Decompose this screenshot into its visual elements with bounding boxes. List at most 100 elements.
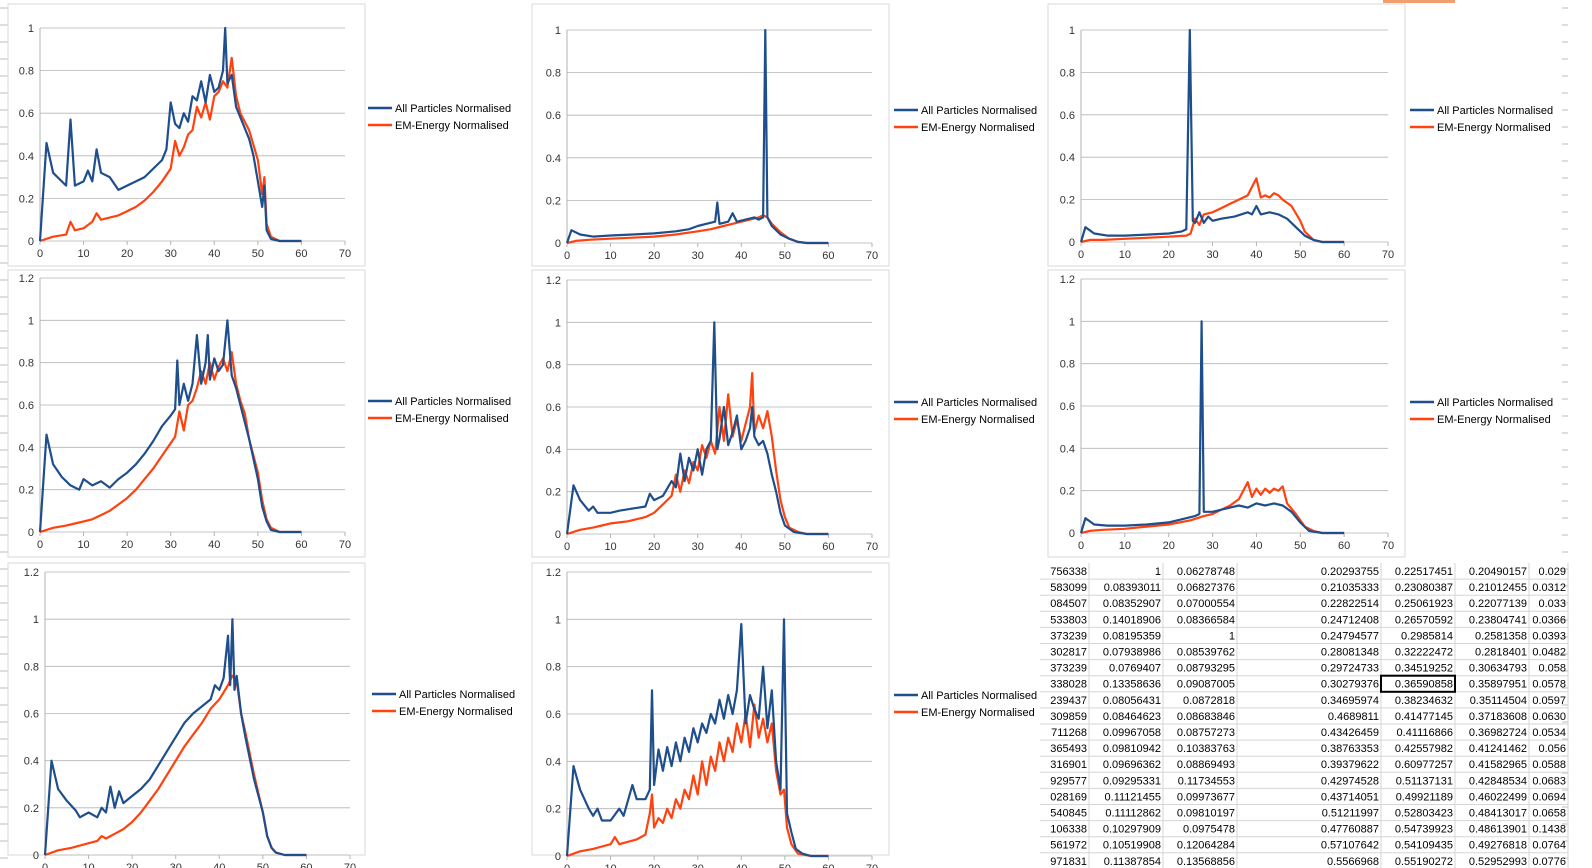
table-cell[interactable]: 0.55190272 bbox=[1395, 852, 1456, 868]
table-cell[interactable]: 316901 bbox=[1050, 756, 1090, 773]
table-cell[interactable]: 0.36590858 bbox=[1395, 675, 1456, 692]
table-cell[interactable]: 0.06278748 bbox=[1177, 563, 1238, 580]
table-cell[interactable]: 0.30279376 bbox=[1321, 675, 1382, 692]
table-cell[interactable]: 106338 bbox=[1050, 820, 1090, 837]
table-cell[interactable]: 0.41477145 bbox=[1395, 707, 1456, 724]
table-cell[interactable]: 0.06827376 bbox=[1177, 579, 1238, 596]
table-cell[interactable]: 0.36982724 bbox=[1469, 724, 1530, 741]
table-cell[interactable]: 0.37183608 bbox=[1469, 707, 1530, 724]
table-cell[interactable]: 0.0482 bbox=[1532, 643, 1569, 660]
table-cell[interactable]: 0.2818401 bbox=[1475, 643, 1530, 660]
table-cell[interactable]: 0.48413017 bbox=[1469, 804, 1530, 821]
chart-4[interactable]: 0 0.2 0.4 0.6 0.8 1 1.2 0 10 20 30 40 50 60 70 All Part… bbox=[7, 269, 511, 558]
table-cell[interactable]: 302817 bbox=[1050, 643, 1090, 660]
table-cell[interactable]: 0.42974528 bbox=[1321, 772, 1382, 789]
table-cell[interactable]: 0.10383763 bbox=[1177, 740, 1238, 757]
table-cell[interactable]: 0.056 bbox=[1538, 740, 1569, 757]
table-cell[interactable]: 0.46022499 bbox=[1469, 788, 1530, 805]
table-cell[interactable]: 309859 bbox=[1050, 707, 1090, 724]
table-cell[interactable]: 0.0393 bbox=[1532, 627, 1569, 644]
table-cell[interactable]: 365493 bbox=[1050, 740, 1090, 757]
table-cell[interactable]: 0.09973677 bbox=[1177, 788, 1238, 805]
table-cell[interactable]: 0.30634793 bbox=[1469, 659, 1530, 676]
table-cell[interactable]: 0.22077139 bbox=[1469, 595, 1530, 612]
table-cell[interactable]: 0.60977257 bbox=[1395, 756, 1456, 773]
table-cell[interactable]: 583099 bbox=[1050, 579, 1090, 596]
table-cell[interactable]: 0.21035333 bbox=[1321, 579, 1382, 596]
table-cell[interactable]: 0.12064284 bbox=[1177, 836, 1238, 853]
table-cell[interactable]: 0.0630 bbox=[1532, 707, 1569, 724]
table-cell[interactable]: 0.51211997 bbox=[1322, 804, 1382, 821]
table-cell[interactable]: 0.0534 bbox=[1532, 724, 1569, 741]
table-cell[interactable]: 0.22517451 bbox=[1395, 563, 1456, 580]
table-cell[interactable]: 0.28081348 bbox=[1321, 643, 1382, 660]
table-cell[interactable]: 0.0658 bbox=[1532, 804, 1569, 821]
table-cell[interactable]: 0.08366584 bbox=[1177, 611, 1238, 628]
table-cell[interactable]: 540845 bbox=[1050, 804, 1090, 821]
table-cell[interactable]: 0.029 bbox=[1538, 563, 1569, 580]
table-cell[interactable]: 0.52952993 bbox=[1469, 852, 1530, 868]
table-cell[interactable]: 0.49276818 bbox=[1469, 836, 1530, 853]
table-cell[interactable]: 0.21012455 bbox=[1469, 579, 1530, 596]
table-cell[interactable]: 0.2581358 bbox=[1475, 627, 1530, 644]
table-cell[interactable]: 0.08056431 bbox=[1103, 691, 1164, 708]
table-cell[interactable]: 0.48613901 bbox=[1469, 820, 1530, 837]
table-cell[interactable]: 0.10519908 bbox=[1103, 836, 1164, 853]
table-cell[interactable]: 0.24712408 bbox=[1321, 611, 1382, 628]
table-cell[interactable]: 0.0366 bbox=[1532, 611, 1569, 628]
table-cell[interactable]: 0.43714051 bbox=[1321, 788, 1382, 805]
table-cell[interactable]: 711268 bbox=[1051, 724, 1090, 741]
table-cell[interactable]: 373239 bbox=[1050, 659, 1090, 676]
table-cell[interactable]: 561972 bbox=[1050, 836, 1090, 853]
table-cell[interactable]: 756338 bbox=[1050, 563, 1090, 580]
table-cell[interactable]: 0.0764 bbox=[1532, 836, 1569, 853]
table-cell[interactable]: 0.08539762 bbox=[1177, 643, 1238, 660]
table-cell[interactable]: 0.13358636 bbox=[1103, 675, 1164, 692]
table-cell[interactable]: 0.51137131 bbox=[1396, 772, 1456, 789]
table-cell[interactable]: 0.08464623 bbox=[1103, 707, 1164, 724]
table-cell[interactable]: 0.09810197 bbox=[1177, 804, 1238, 821]
table-cell[interactable]: 0.11121455 bbox=[1105, 788, 1164, 805]
table-cell[interactable]: 0.24794577 bbox=[1321, 627, 1382, 644]
table-cell[interactable]: 0.39379622 bbox=[1321, 756, 1382, 773]
table-cell[interactable]: 0.34519252 bbox=[1395, 659, 1456, 676]
table-cell[interactable]: 0.34695974 bbox=[1321, 691, 1382, 708]
table-cell[interactable]: 533803 bbox=[1050, 611, 1090, 628]
table-cell[interactable]: 0.49921189 bbox=[1396, 788, 1456, 805]
table-cell[interactable]: 0.0312 bbox=[1532, 579, 1569, 596]
table-cell[interactable]: 0.13568856 bbox=[1177, 852, 1238, 868]
table-cell[interactable]: 084507 bbox=[1050, 595, 1090, 612]
table-cell[interactable]: 0.35897951 bbox=[1469, 675, 1530, 692]
table-cell[interactable]: 1 bbox=[1155, 563, 1164, 580]
table-cell[interactable]: 0.23804741 bbox=[1469, 611, 1530, 628]
table-cell[interactable]: 0.42557982 bbox=[1395, 740, 1456, 757]
table-cell[interactable]: 0.52803423 bbox=[1395, 804, 1456, 821]
table-cell[interactable]: 0.07938986 bbox=[1103, 643, 1164, 660]
table-cell[interactable]: 0.41241462 bbox=[1469, 740, 1530, 757]
table-cell[interactable]: 0.54109435 bbox=[1395, 836, 1456, 853]
table-cell[interactable]: 0.29724733 bbox=[1321, 659, 1382, 676]
table-cell[interactable]: 0.23080387 bbox=[1395, 579, 1456, 596]
table-cell[interactable]: 239437 bbox=[1050, 691, 1090, 708]
table-cell[interactable]: 0.43426459 bbox=[1321, 724, 1382, 741]
table-cell[interactable]: 0.08793295 bbox=[1177, 659, 1238, 676]
table-cell[interactable]: 338028 bbox=[1050, 675, 1090, 692]
table-cell[interactable]: 0.0683 bbox=[1532, 772, 1569, 789]
table-cell[interactable]: 0.11734553 bbox=[1178, 772, 1238, 789]
table-cell[interactable]: 0.0776 bbox=[1532, 852, 1569, 868]
table-cell[interactable]: 0.42848534 bbox=[1469, 772, 1530, 789]
table-cell[interactable]: 0.47760887 bbox=[1321, 820, 1382, 837]
table-cell[interactable]: 0.11112862 bbox=[1105, 804, 1164, 821]
table-cell[interactable]: 0.058 bbox=[1538, 659, 1569, 676]
table-cell[interactable]: 0.0872818 bbox=[1183, 691, 1238, 708]
table-cell[interactable]: 0.10297909 bbox=[1103, 820, 1164, 837]
table-cell[interactable]: 0.20490157 bbox=[1469, 563, 1530, 580]
table-cell[interactable]: 0.08352907 bbox=[1103, 595, 1164, 612]
table-cell[interactable]: 0.5566968 bbox=[1327, 852, 1382, 868]
table-cell[interactable]: 0.0597 bbox=[1532, 691, 1569, 708]
table-cell[interactable]: 0.0588 bbox=[1532, 756, 1569, 773]
